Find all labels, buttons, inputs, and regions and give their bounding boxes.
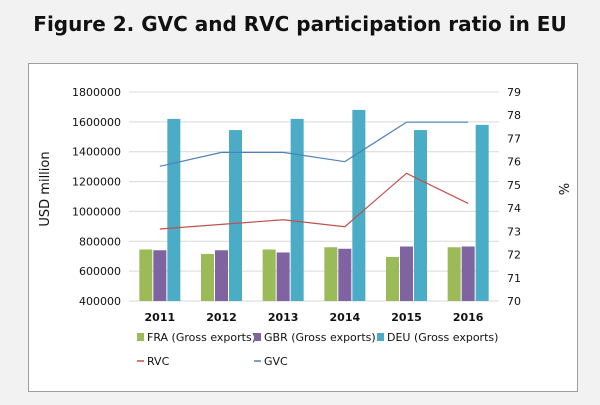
bar <box>167 118 181 301</box>
bar <box>201 253 214 301</box>
y2-tick-label: 76 <box>507 156 521 169</box>
series-line <box>159 172 469 230</box>
legend-swatch <box>137 333 144 341</box>
y-tick-label: 1800000 <box>72 86 121 99</box>
y2-tick-label: 74 <box>507 202 521 215</box>
y-axis-title: USD million <box>38 151 53 226</box>
y2-tick-label: 73 <box>507 225 521 238</box>
legend-label: DEU (Gross exports) <box>387 331 498 344</box>
legend-swatch <box>377 333 384 341</box>
y2-axis-title: % <box>555 183 570 195</box>
y2-tick-label: 75 <box>507 179 521 192</box>
bar <box>414 130 427 301</box>
y-tick-label: 800000 <box>79 235 121 248</box>
bar <box>447 247 461 301</box>
gridlines <box>129 91 499 302</box>
line-marks <box>159 121 469 230</box>
bar <box>386 256 399 301</box>
y2-tick-label: 72 <box>507 249 521 262</box>
bar <box>400 246 413 301</box>
x-tick-label: 2011 <box>145 311 176 324</box>
chart-svg: 400000 600000 800000 1000000 1200000 1400000 1… <box>38 86 570 368</box>
bar <box>276 252 290 301</box>
series-line <box>159 121 469 167</box>
y-tick-label: 1000000 <box>72 205 121 218</box>
bar <box>290 118 304 301</box>
y2-tick-label: 77 <box>507 132 521 145</box>
y2-axis-ticks: 70 71 72 73 74 75 76 77 78 79 <box>507 86 521 308</box>
y2-tick-label: 71 <box>507 272 521 285</box>
chart-area: 400000 600000 800000 1000000 1200000 1400000 1… <box>28 63 578 392</box>
bar <box>324 247 338 301</box>
x-tick-label: 2016 <box>453 311 484 324</box>
x-tick-label: 2012 <box>206 311 237 324</box>
y2-tick-label: 70 <box>507 295 521 308</box>
y2-tick-label: 78 <box>507 109 521 122</box>
x-tick-label: 2015 <box>391 311 422 324</box>
y-tick-label: 1200000 <box>72 176 121 189</box>
bar <box>153 250 167 301</box>
bar <box>229 130 242 301</box>
bar <box>338 248 352 301</box>
x-tick-label: 2013 <box>268 311 299 324</box>
legend-label: GBR (Gross exports) <box>264 331 376 344</box>
legend-swatch <box>254 333 261 341</box>
figure-title: Figure 2. GVC and RVC participation rati… <box>33 12 567 36</box>
x-axis-ticks: 2011 2012 2013 2014 2015 2016 <box>145 311 484 324</box>
y-tick-label: 400000 <box>79 295 121 308</box>
legend-label: GVC <box>264 355 288 368</box>
bar <box>215 250 228 301</box>
y-axis-ticks: 400000 600000 800000 1000000 1200000 1400000 1… <box>72 86 121 308</box>
x-tick-label: 2014 <box>330 311 361 324</box>
y2-tick-label: 79 <box>507 86 521 99</box>
bar <box>139 249 153 301</box>
y-tick-label: 1400000 <box>72 146 121 159</box>
legend-label: FRA (Gross exports) <box>147 331 256 344</box>
y-tick-label: 600000 <box>79 265 121 278</box>
bar <box>262 249 276 301</box>
bar-marks <box>139 109 489 301</box>
bar <box>475 124 489 301</box>
bar <box>352 109 366 301</box>
y-tick-label: 1600000 <box>72 116 121 129</box>
legend-label: RVC <box>147 355 170 368</box>
legend: FRA (Gross exports) GBR (Gross exports) DE… <box>137 331 498 368</box>
bar <box>461 246 475 301</box>
